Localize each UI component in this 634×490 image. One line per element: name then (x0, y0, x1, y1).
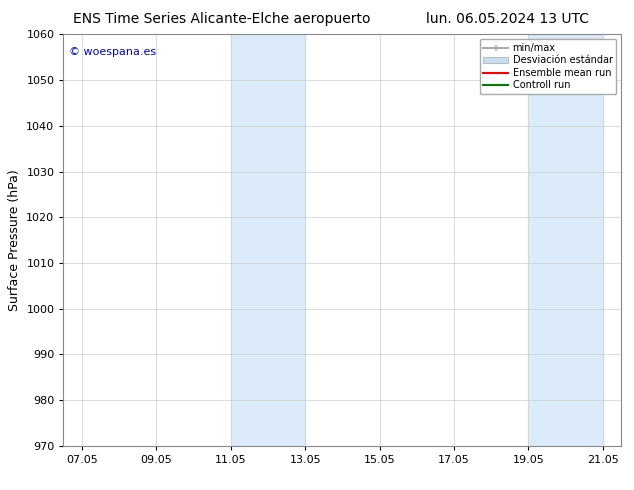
Y-axis label: Surface Pressure (hPa): Surface Pressure (hPa) (8, 169, 21, 311)
Text: ENS Time Series Alicante-Elche aeropuerto: ENS Time Series Alicante-Elche aeropuert… (73, 12, 371, 26)
Text: lun. 06.05.2024 13 UTC: lun. 06.05.2024 13 UTC (425, 12, 589, 26)
Legend: min/max, Desviación estándar, Ensemble mean run, Controll run: min/max, Desviación estándar, Ensemble m… (479, 39, 616, 94)
Bar (231, 34, 305, 446)
Text: © woespana.es: © woespana.es (69, 47, 156, 57)
Bar (528, 34, 603, 446)
